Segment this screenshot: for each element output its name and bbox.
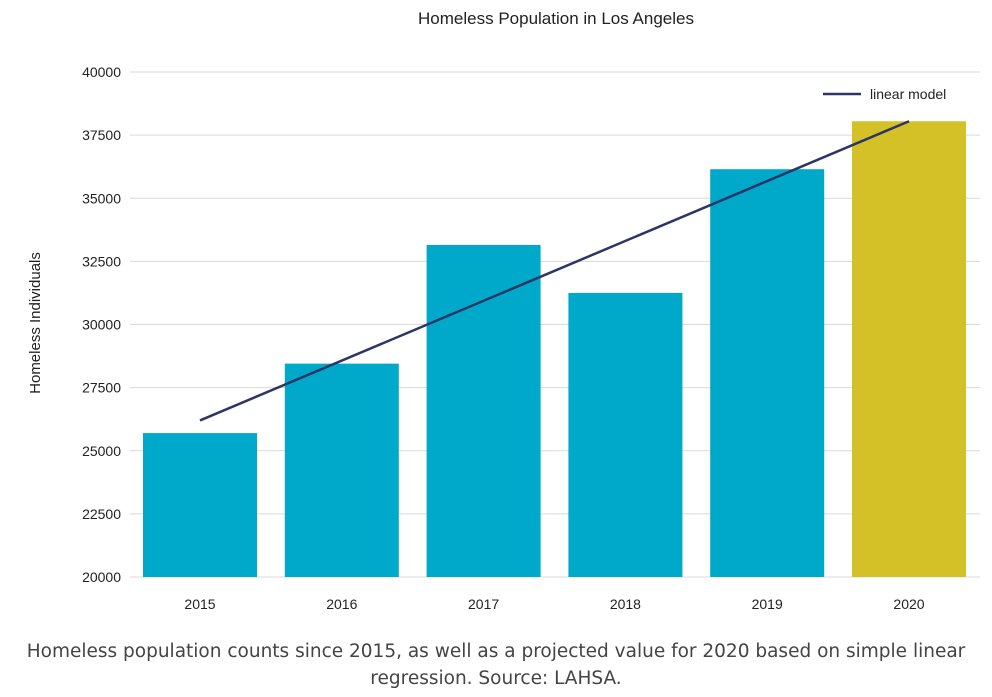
bar — [710, 169, 825, 577]
bar — [426, 244, 541, 577]
legend: linear model — [823, 86, 946, 102]
y-tick-label: 20000 — [82, 569, 121, 585]
bar — [568, 292, 683, 577]
x-tick-label: 2019 — [752, 596, 783, 612]
y-axis-label: Homeless Individuals — [27, 252, 44, 394]
bar-projected-2020 — [852, 121, 966, 578]
y-tick-label: 35000 — [82, 190, 121, 206]
y-tick-label: 25000 — [82, 443, 121, 459]
x-tick-label: 2015 — [184, 596, 215, 612]
x-tick-label: 2016 — [326, 596, 357, 612]
gridlines — [130, 71, 980, 578]
chart: 20000 22500 25000 27500 30000 32500 35000 37500… — [27, 9, 980, 612]
y-tick-label: 22500 — [82, 506, 121, 522]
figure-caption: Homeless population counts since 2015, a… — [26, 641, 966, 689]
x-tick-label: 2017 — [468, 596, 499, 612]
bar-chart-svg: 20000 22500 25000 27500 30000 32500 35000 37500… — [27, 9, 980, 612]
y-tick-label: 40000 — [82, 64, 121, 80]
tick-labels: 20000 22500 25000 27500 30000 32500 35000 37500… — [82, 64, 925, 612]
y-tick-label: 30000 — [82, 317, 121, 333]
y-tick-label: 32500 — [82, 253, 121, 269]
linear-model-line — [199, 120, 910, 422]
bar — [284, 363, 399, 577]
x-tick-label: 2020 — [893, 596, 924, 612]
bar — [143, 433, 257, 577]
x-tick-label: 2018 — [610, 596, 641, 612]
chart-title: Homeless Population in Los Angeles — [418, 9, 694, 28]
linear-model-layer — [199, 120, 910, 422]
legend-label: linear model — [870, 86, 946, 102]
bars — [143, 121, 966, 578]
y-tick-label: 27500 — [82, 380, 121, 396]
y-tick-label: 37500 — [82, 127, 121, 143]
